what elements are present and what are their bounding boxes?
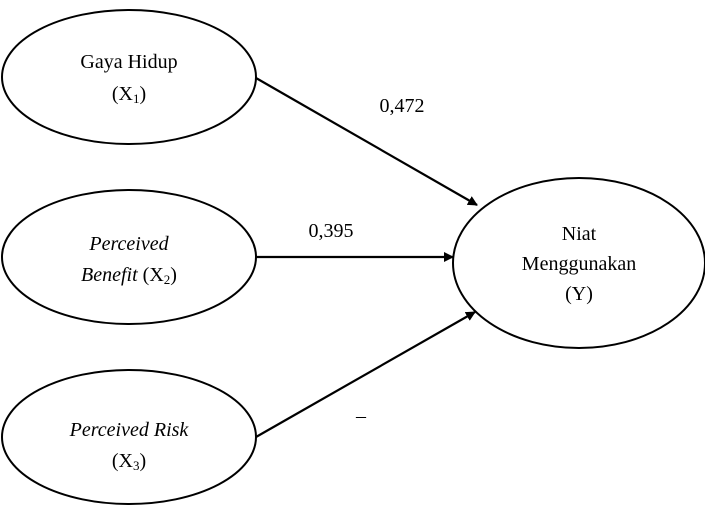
- node-x3-code-close: ): [139, 450, 146, 472]
- node-y-line3: (Y): [565, 283, 593, 305]
- node-y-line1: Niat: [562, 223, 597, 245]
- coef-x2-to-y: 0,395: [309, 220, 354, 242]
- node-perceived-benefit: [1, 189, 257, 325]
- node-x3-code-open: (X: [112, 450, 134, 472]
- node-x2-benefit: Benefit: [81, 264, 138, 286]
- node-x2-code: Benefit (X2): [81, 264, 177, 287]
- coef-x3-to-y: –: [355, 405, 367, 427]
- node-y-line2: Menggunakan: [522, 253, 636, 275]
- node-x2-title: Perceived: [88, 233, 169, 255]
- node-x2-code-close: ): [170, 264, 177, 286]
- node-niat-menggunakan: [452, 177, 705, 349]
- node-x1-title: Gaya Hidup: [80, 51, 177, 73]
- arrow-x3-to-y: [255, 311, 476, 438]
- arrow-x1-to-y: [255, 77, 478, 206]
- node-x1-code-close: ): [139, 83, 146, 105]
- node-perceived-risk: [1, 369, 257, 505]
- node-x2-code-sub: 2: [164, 272, 171, 287]
- node-x3-code: (X3): [112, 450, 146, 473]
- node-x2-code-open: (X: [138, 264, 165, 286]
- coef-x1-to-y: 0,472: [380, 95, 425, 117]
- node-x1-code: (X1): [112, 83, 146, 106]
- node-gaya-hidup: [1, 9, 257, 145]
- node-x3-title: Perceived Risk: [69, 419, 190, 441]
- node-x3-code-sub: 3: [133, 458, 140, 473]
- node-x1-code-open: (X: [112, 83, 134, 105]
- node-x1-code-sub: 1: [133, 91, 140, 106]
